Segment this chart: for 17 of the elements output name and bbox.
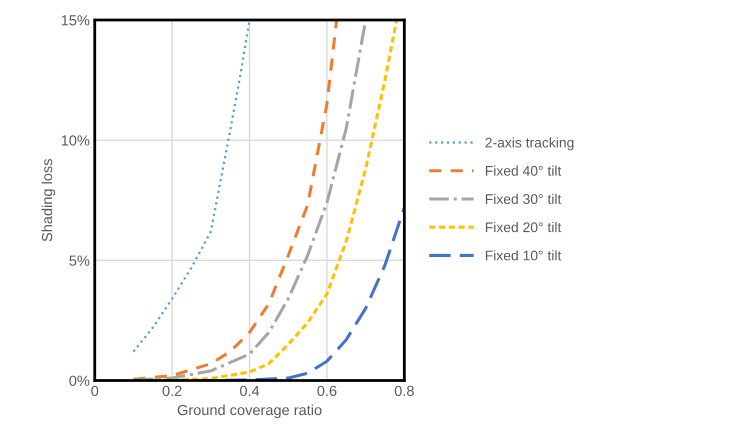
legend-label: Fixed 30° tilt	[486, 194, 562, 204]
x-tick-label: 0.8	[394, 386, 414, 396]
legend-label: Fixed 20° tilt	[486, 222, 562, 232]
x-tick-label: 0.2	[162, 386, 182, 396]
x-axis-title: Ground coverage ratio	[178, 404, 322, 418]
line-series	[132, 20, 251, 353]
x-tick-label: 0	[91, 386, 98, 396]
x-tick-label: 0.4	[240, 386, 260, 396]
y-tick-label: 10%	[62, 135, 90, 146]
y-axis-title: Shading loss	[42, 159, 56, 242]
legend-label: Fixed 10° tilt	[486, 250, 562, 260]
legend-label: Fixed 40° tilt	[486, 166, 562, 176]
legend-label: 2-axis tracking	[485, 137, 574, 150]
y-tick-label: 5%	[69, 255, 90, 266]
y-tick-label: 15%	[62, 15, 90, 26]
x-tick-label: 0.6	[317, 386, 336, 396]
y-tick-label: 0%	[69, 376, 90, 386]
